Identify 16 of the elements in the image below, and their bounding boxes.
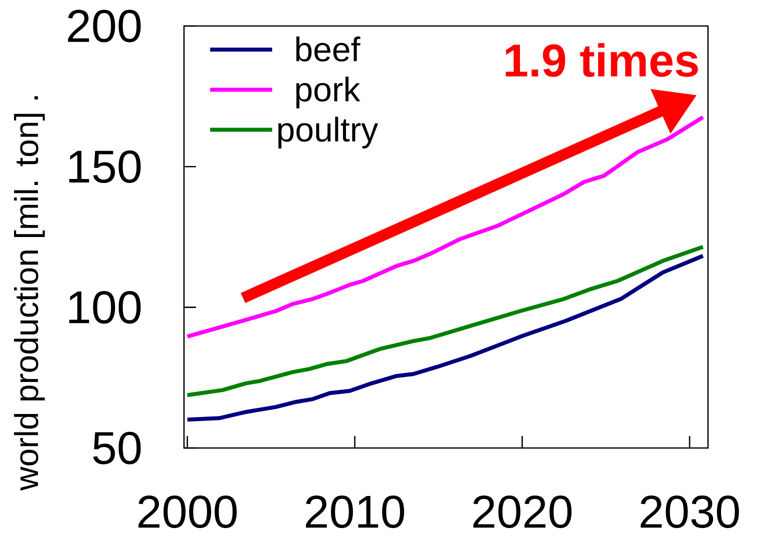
- x-tick-label: 2030: [640, 496, 739, 528]
- y-tick-label: 200: [68, 10, 141, 42]
- x-tick-label: 2000: [138, 496, 237, 528]
- line-series: [185, 254, 705, 422]
- line-series: [185, 244, 705, 398]
- legend-label: pork: [296, 76, 360, 108]
- legend-label: poultry: [278, 116, 378, 148]
- y-tick-label: 50: [93, 432, 141, 464]
- line-series: [185, 115, 705, 339]
- legend-label: beef: [296, 36, 360, 62]
- y-tick-label: 150: [69, 150, 141, 183]
- annotation: 1.9 times: [506, 43, 698, 77]
- x-tick-label: 2010: [306, 496, 404, 528]
- y-tick-label: 100: [69, 291, 141, 324]
- x-tick-label: 2020: [473, 496, 572, 528]
- y-axis-title: world production [mil. ton] .: [14, 96, 45, 491]
